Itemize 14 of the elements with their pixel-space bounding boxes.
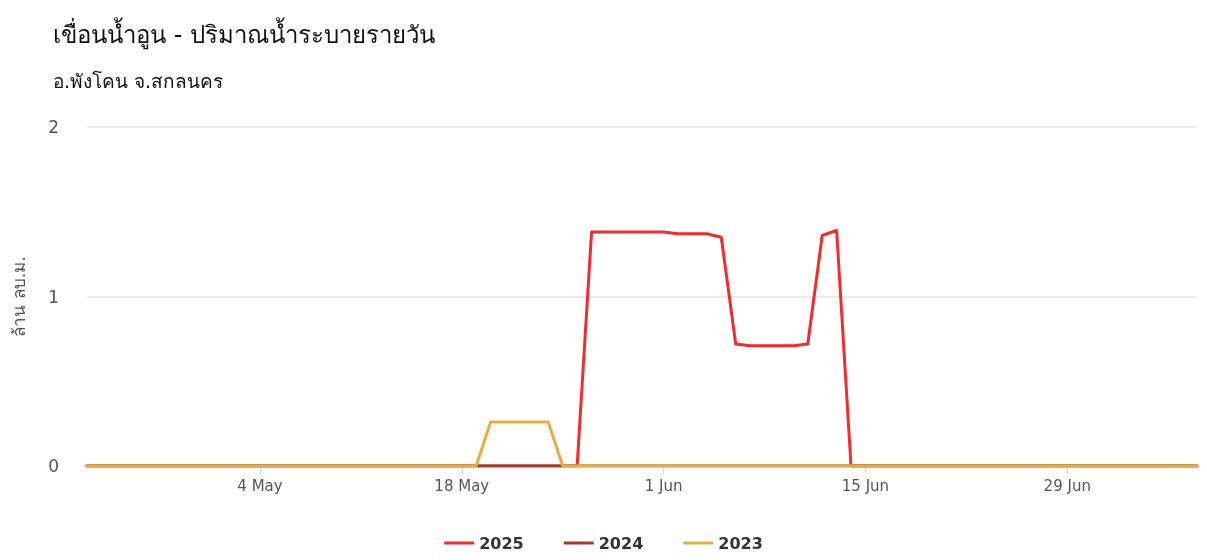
x-tick-label: 1 Jun (644, 476, 683, 495)
chart-subtitle: อ.พังโคน จ.สกลนคร (53, 69, 224, 92)
x-tick-label: 29 Jun (1043, 476, 1091, 495)
y-axis-title: ล้าน ลบ.ม. (8, 256, 29, 337)
legend-label: 2023 (718, 533, 763, 553)
y-tick-label: 0 (48, 456, 59, 476)
x-tick-label: 15 Jun (841, 476, 890, 495)
y-tick-label: 1 (48, 286, 59, 307)
legend-label: 2025 (479, 533, 524, 553)
y-tick-label: 2 (48, 117, 59, 137)
x-tick-label: 4 May (237, 476, 283, 495)
chart-title: เขื่อนน้ำอูน - ปริมาณน้ำระบายรายวัน (53, 17, 435, 50)
x-tick-label: 18 May (434, 476, 490, 495)
legend-label: 2024 (598, 533, 644, 553)
